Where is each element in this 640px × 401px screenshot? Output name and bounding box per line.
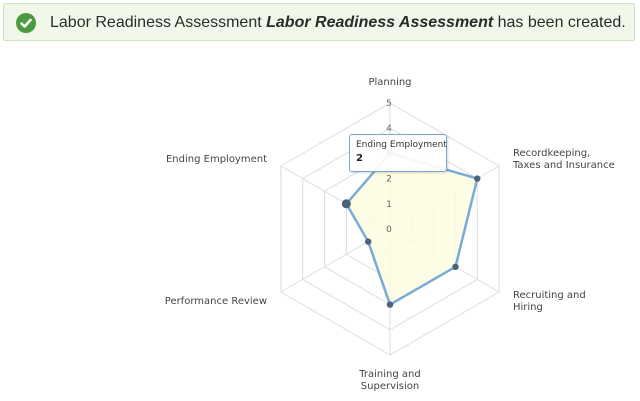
radar-series — [341, 150, 481, 308]
tooltip-value: 2 — [356, 153, 363, 164]
message-suffix: has been created. — [493, 14, 626, 31]
axis-label: Supervision — [361, 381, 419, 392]
tick-label: 4 — [386, 124, 392, 134]
assessment-name: Labor Readiness Assessment — [266, 14, 494, 31]
tooltip-title: Ending Employment — [356, 140, 447, 150]
data-point[interactable] — [474, 175, 481, 182]
axis-label: Recordkeeping, — [513, 148, 590, 159]
axis-label: Training and — [358, 369, 420, 380]
series-line — [345, 152, 479, 306]
data-point[interactable] — [452, 263, 459, 270]
tick-label: 5 — [386, 99, 392, 109]
axis-label: Planning — [368, 77, 411, 88]
chart-tooltip: Ending Employment 2 — [349, 134, 447, 172]
radar-axis-labels: Planning Recordkeeping,Taxes and Insuranc… — [165, 77, 615, 392]
axis-label: Ending Employment — [166, 154, 267, 165]
axis-label: Recruiting and — [513, 290, 586, 301]
tick-label: 0 — [386, 225, 392, 235]
tick-label: 2 — [386, 175, 392, 185]
data-point[interactable] — [386, 301, 394, 308]
success-message: Labor Readiness Assessment Labor Readine… — [50, 14, 626, 32]
success-banner: Labor Readiness Assessment Labor Readine… — [3, 3, 635, 41]
tick-label: 1 — [386, 200, 392, 210]
axis-label: Hiring — [513, 302, 543, 313]
axis-label: Taxes and Insurance — [512, 160, 615, 171]
check-circle-icon — [16, 13, 36, 33]
data-point[interactable] — [341, 199, 351, 209]
data-point[interactable] — [364, 238, 372, 245]
axis-label: Performance Review — [165, 296, 267, 307]
message-prefix: Labor Readiness Assessment — [50, 14, 267, 31]
